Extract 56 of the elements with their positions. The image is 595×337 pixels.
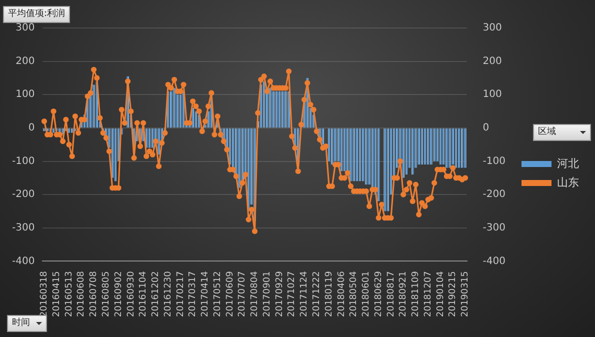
x-tick-label: 20190215: [448, 271, 458, 318]
x-tick-label: 20180504: [349, 270, 360, 318]
y2-tick-label: 0: [482, 122, 490, 134]
legend-label: 山东: [557, 176, 579, 189]
x-tick-label: 20161104: [138, 270, 149, 318]
y-tick-label: 0: [28, 122, 35, 134]
x-tick-label: 20180629: [374, 270, 384, 318]
x-tick-label: 20190104: [436, 270, 446, 318]
x-tick-label: 20160513: [64, 271, 74, 318]
x-tick-label: 20170929: [274, 270, 285, 318]
x-tick-label: 20161202: [151, 271, 162, 318]
y2-tick-label: 300: [482, 22, 502, 34]
x-tick-label: 20180406: [336, 270, 347, 318]
x-tick-label: 20160415: [52, 271, 62, 318]
x-tick-label: 20171027: [287, 271, 298, 318]
y2-tick-label: 100: [482, 89, 502, 100]
y-tick-label: -400: [12, 256, 35, 267]
y-tick-label: -300: [12, 222, 35, 234]
x-tick-label: 20161230: [163, 270, 174, 318]
y-tick-label: 200: [16, 56, 35, 67]
x-tick-label: 20170609: [225, 270, 236, 318]
x-tick-label: 20170804: [250, 270, 260, 318]
y2-tick-label: -400: [482, 256, 506, 267]
x-tick-label: 20181109: [411, 270, 422, 318]
y-tick-label: -200: [12, 189, 35, 200]
x-tick-label: 20160608: [76, 270, 87, 318]
y2-tick-label: -200: [482, 189, 506, 200]
x-tick-label: 20170512: [212, 271, 223, 318]
y-tick-label: 100: [16, 89, 35, 100]
x-tick-label: 20160318: [40, 270, 50, 318]
x-tick-label: 20180119: [324, 270, 334, 318]
x-axis-title: 时间: [12, 318, 30, 329]
x-tick-label: 20170707: [238, 271, 248, 318]
x-tick-label: 20170901: [262, 271, 272, 318]
x-tick-label: 20180817: [386, 271, 396, 318]
x-tick-label: 20160708: [89, 270, 100, 318]
y2-tick-label: -100: [482, 156, 506, 167]
y2-tick-label: 200: [482, 56, 502, 67]
y2-tick-label: -300: [482, 222, 506, 234]
x-tick-label: 20160805: [102, 271, 112, 318]
x-tick-label: 20170217: [176, 271, 186, 318]
y-tick-label: -100: [12, 156, 35, 167]
x-tick-label: 20171124: [300, 270, 310, 318]
legend-title: 区域: [538, 127, 556, 138]
legend-label: 河北: [557, 156, 579, 170]
x-tick-label: 20181207: [423, 271, 434, 318]
x-tick-label: 20160930: [126, 270, 136, 318]
y-tick-label: 300: [16, 22, 35, 34]
x-tick-label: 20171222: [312, 271, 322, 318]
x-tick-label: 20180921: [398, 271, 409, 318]
chart-title: 平均值项:利润: [8, 9, 66, 20]
x-tick-label: 20190315: [460, 271, 471, 318]
x-tick-label: 20170414: [200, 270, 211, 318]
x-tick-label: 20170317: [188, 271, 198, 318]
x-tick-label: 20160902: [114, 271, 124, 318]
x-tick-label: 20180601: [362, 271, 372, 318]
